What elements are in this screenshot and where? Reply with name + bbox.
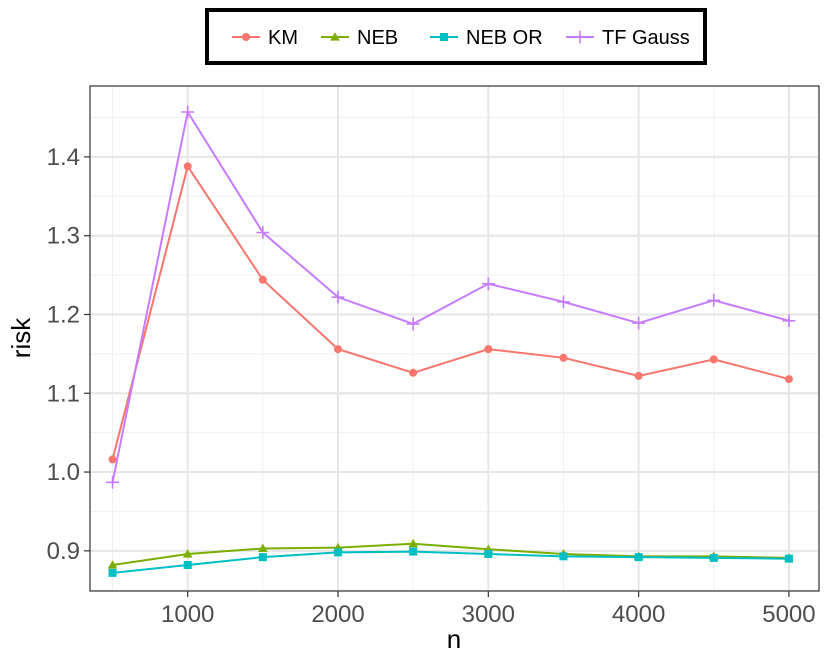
- data-point-km: [258, 275, 267, 284]
- plot-panel-border: [89, 85, 820, 592]
- data-point-km: [484, 345, 493, 354]
- data-point-tf-gauss: [331, 290, 345, 304]
- data-point-tf-gauss: [256, 226, 270, 239]
- x-tick-label: 3000: [462, 601, 515, 628]
- x-tick-label: 2000: [311, 601, 364, 628]
- data-point-neb-or: [258, 553, 267, 562]
- series-line-tf-gauss: [111, 109, 790, 483]
- data-point-neb: [408, 538, 418, 548]
- legend-label-tf-gauss: TF Gauss: [602, 27, 690, 49]
- y-tick-label: 1.0: [47, 459, 80, 486]
- data-point-tf-gauss: [106, 475, 119, 489]
- legend-label-neb-or: NEB OR: [466, 27, 543, 49]
- x-axis-title: n: [447, 624, 461, 654]
- y-tick-label: 1.3: [47, 223, 80, 250]
- data-point-neb: [258, 543, 268, 553]
- data-point-neb-or: [108, 568, 117, 577]
- y-axis-title: risk: [6, 317, 36, 358]
- data-point-tf-gauss: [557, 295, 570, 309]
- legend-box: [205, 8, 707, 65]
- data-point-km: [559, 353, 568, 362]
- data-point-neb-or: [334, 548, 343, 557]
- data-point-tf-gauss: [632, 316, 646, 330]
- x-tick-label: 1000: [161, 601, 214, 628]
- legend-key-marker-tf-gauss: [573, 30, 587, 44]
- data-point-tf-gauss: [782, 314, 796, 328]
- data-point-neb: [182, 549, 193, 558]
- series-line-neb-or: [112, 550, 789, 574]
- data-point-km: [709, 355, 718, 364]
- series-line-km: [111, 163, 790, 460]
- series-line-neb: [112, 542, 789, 566]
- data-point-km: [183, 162, 192, 171]
- x-tick-label: 5000: [762, 601, 815, 628]
- data-point-km: [409, 368, 418, 377]
- y-tick-label: 1.1: [47, 380, 80, 407]
- data-point-km: [334, 345, 343, 354]
- legend-key-marker-km: [242, 33, 250, 41]
- data-point-km: [108, 455, 117, 464]
- data-point-neb-or: [559, 552, 568, 561]
- x-tick-label: 4000: [612, 601, 665, 628]
- data-point-neb-or: [634, 553, 643, 562]
- data-point-neb-or: [784, 554, 793, 563]
- legend-label-neb: NEB: [357, 27, 398, 49]
- data-point-km: [634, 371, 643, 380]
- legend-label-km: KM: [268, 27, 298, 49]
- y-tick-label: 1.4: [47, 144, 80, 171]
- legend: KM NEB NEB OR TF Gauss: [205, 8, 707, 65]
- data-point-km: [784, 375, 793, 384]
- y-tick-label: 0.9: [47, 538, 80, 565]
- data-point-tf-gauss: [406, 317, 420, 331]
- data-point-tf-gauss: [707, 293, 721, 307]
- legend-key-marker-neb: [330, 32, 340, 41]
- data-point-neb-or: [183, 561, 192, 570]
- y-tick-label: 1.2: [47, 301, 80, 328]
- legend-key-marker-neb-or: [440, 33, 448, 41]
- data-point-neb: [107, 560, 118, 569]
- data-point-neb-or: [484, 549, 493, 558]
- data-point-neb-or: [409, 547, 418, 556]
- data-point-tf-gauss: [181, 105, 195, 119]
- data-point-neb-or: [709, 553, 718, 562]
- data-point-tf-gauss: [481, 277, 495, 291]
